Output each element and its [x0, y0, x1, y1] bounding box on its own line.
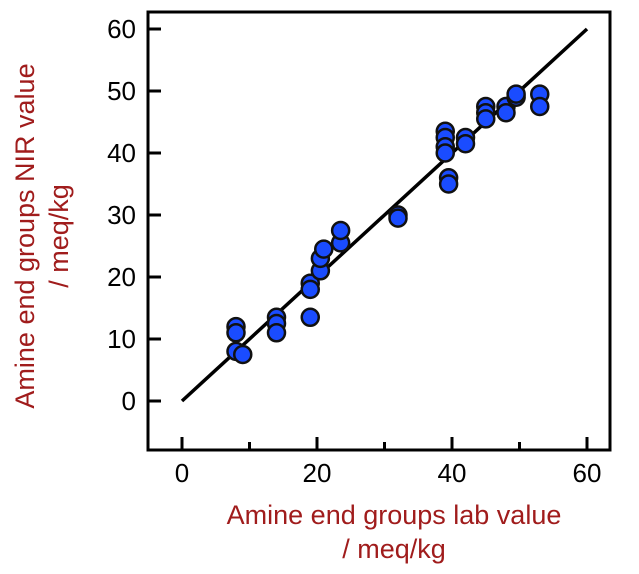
data-point — [266, 323, 287, 343]
y-axis-label-1: Amine end groups NIR value — [10, 63, 40, 408]
y-tick-label: 60 — [107, 14, 136, 44]
data-point — [300, 279, 320, 300]
data-point — [476, 109, 496, 129]
data-point — [330, 220, 351, 241]
data-point — [233, 344, 253, 365]
data-point — [530, 96, 550, 117]
y-tick-label: 50 — [107, 76, 136, 106]
x-axis-label-2: / meq/kg — [342, 534, 446, 564]
data-point — [438, 174, 459, 194]
data-point — [506, 84, 526, 104]
data-point — [496, 102, 516, 123]
y-axis-label-2: / meq/kg — [44, 184, 74, 288]
data-point — [314, 239, 334, 259]
x-tick-label: 40 — [438, 458, 467, 488]
data-point — [435, 143, 455, 163]
y-tick-label: 0 — [122, 386, 136, 416]
x-tick-label: 20 — [303, 458, 332, 488]
y-tick-label: 10 — [107, 324, 136, 354]
y-tick-label: 40 — [107, 138, 136, 168]
x-axis-label-1: Amine end groups lab value — [227, 500, 562, 530]
data-point — [455, 133, 476, 154]
data-point — [388, 208, 408, 228]
x-tick-label: 60 — [573, 458, 602, 488]
x-tick-label: 0 — [175, 458, 189, 488]
y-tick-label: 30 — [107, 200, 136, 230]
plot-frame — [146, 10, 612, 452]
data-point — [226, 323, 246, 343]
data-point — [300, 307, 320, 328]
y-tick-label: 20 — [107, 262, 136, 292]
